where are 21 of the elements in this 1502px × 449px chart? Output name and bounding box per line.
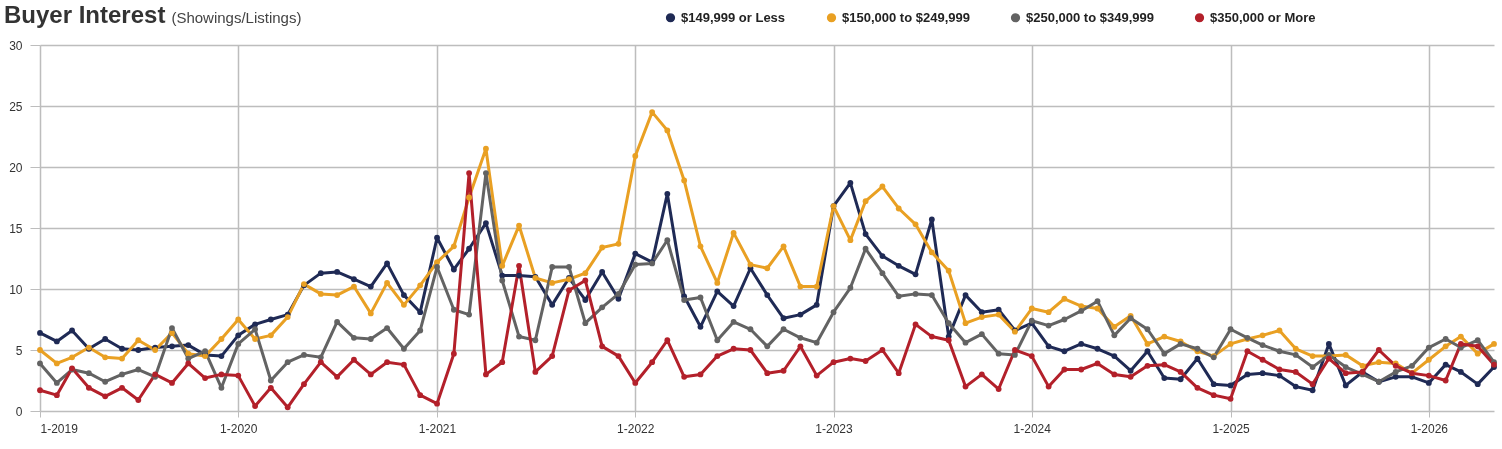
y-tick-label: 25 [9,99,23,114]
legend-label: $150,000 to $249,999 [842,9,970,25]
x-tick-label: 1-2025 [1212,421,1251,436]
y-tick-label: 5 [15,343,23,358]
y-tick-label: 15 [9,221,23,236]
y-tick-label: 0 [15,404,23,419]
x-tick-label: 1-2020 [220,421,258,436]
chart-title: Buyer Interest [4,1,166,28]
legend-label: $250,000 to $349,999 [1026,9,1154,25]
x-tick-label: 1-2021 [418,421,457,436]
x-tick-label: 1-2024 [1013,421,1052,436]
legend-label: $350,000 or More [1210,9,1316,25]
x-tick-label: 1-2022 [617,421,655,436]
chart-subtitle: (Showings/Listings) [171,9,302,26]
x-tick-label: 1-2019 [40,421,79,436]
y-tick-label: 10 [9,282,23,297]
y-tick-label: 30 [9,38,23,53]
legend-label: $149,999 or Less [681,9,786,25]
x-tick-label: 1-2023 [815,421,854,436]
x-tick-label: 1-2026 [1410,421,1449,436]
y-tick-label: 20 [9,160,23,175]
